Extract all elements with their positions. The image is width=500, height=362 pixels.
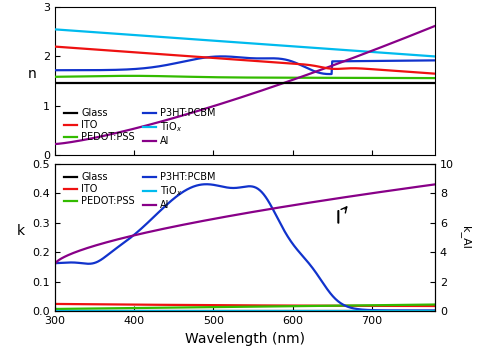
Y-axis label: n: n	[28, 67, 36, 81]
Legend: Glass, ITO, PEDOT:PSS, P3HT:PCBM, TiO$_x$, Al: Glass, ITO, PEDOT:PSS, P3HT:PCBM, TiO$_x…	[60, 169, 220, 214]
Legend: Glass, ITO, PEDOT:PSS, P3HT:PCBM, TiO$_x$, Al: Glass, ITO, PEDOT:PSS, P3HT:PCBM, TiO$_x…	[60, 105, 220, 150]
X-axis label: Wavelength (nm): Wavelength (nm)	[185, 332, 305, 346]
Y-axis label: k: k	[17, 223, 25, 237]
Y-axis label: k_Al: k_Al	[460, 226, 470, 249]
